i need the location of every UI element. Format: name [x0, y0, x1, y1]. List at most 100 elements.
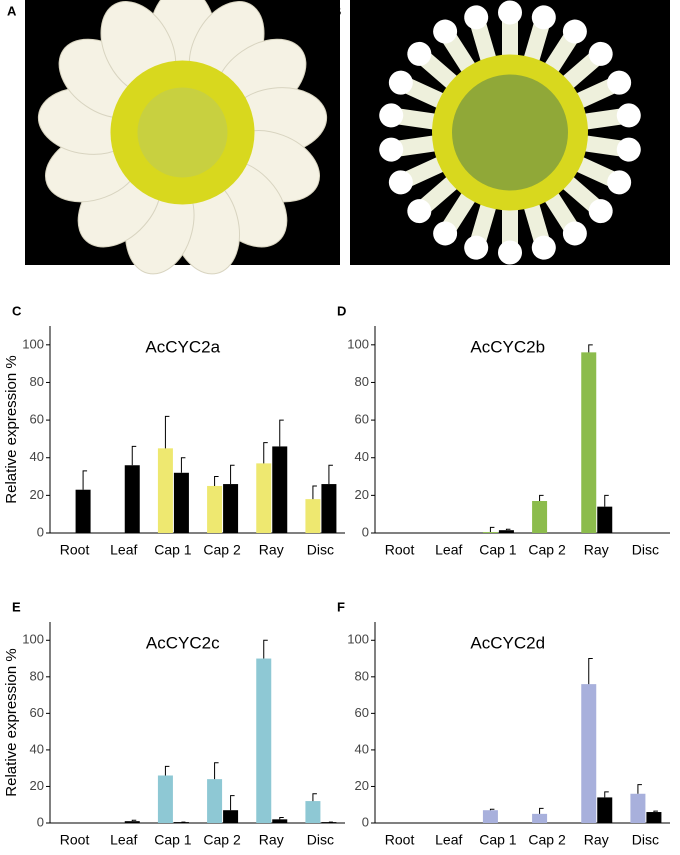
error-bar: [489, 808, 495, 811]
y-tick-label: 20: [30, 487, 44, 502]
bar: [256, 658, 272, 823]
panel-label: A: [7, 3, 17, 18]
x-tick-label: Cap 2: [528, 832, 566, 848]
floret-tip: [607, 170, 632, 195]
bar: [305, 801, 321, 823]
error-bar: [164, 765, 170, 776]
floret-tip: [616, 103, 641, 128]
bar: [207, 779, 223, 823]
error-bar: [82, 470, 88, 490]
bar: [581, 684, 597, 823]
y-tick-label: 80: [355, 374, 369, 389]
panel-label: F: [337, 599, 345, 614]
y-tick-label: 60: [355, 412, 369, 427]
y-tick-label: 0: [37, 814, 44, 829]
floret-tip: [407, 41, 432, 66]
error-bar: [214, 762, 219, 780]
panel-label: D: [337, 303, 346, 318]
y-tick-label: 100: [347, 632, 369, 647]
error-bar: [263, 442, 268, 464]
bar: [630, 793, 646, 823]
y-tick-label: 0: [37, 524, 44, 539]
floret-tip: [588, 41, 613, 66]
error-bar: [539, 807, 544, 814]
x-tick-label: Ray: [259, 832, 284, 848]
y-tick-label: 40: [30, 449, 44, 464]
bar: [75, 489, 91, 533]
bar: [272, 819, 288, 823]
error-bar: [328, 464, 333, 485]
x-tick-label: Cap 2: [203, 832, 241, 848]
bar: [646, 812, 662, 823]
bar: [223, 810, 239, 823]
panel-label: B: [332, 3, 341, 18]
error-bar: [312, 793, 317, 802]
x-tick-label: Root: [60, 542, 90, 558]
error-bar: [604, 791, 609, 798]
bar: [124, 821, 140, 823]
bar: [272, 446, 288, 533]
bar: [482, 810, 498, 823]
chart-title: AcCYC2d: [470, 633, 545, 652]
error-bar: [230, 464, 235, 485]
bar: [207, 485, 223, 533]
disc-center: [452, 74, 568, 191]
x-tick-label: Cap 1: [154, 832, 192, 848]
x-tick-label: Root: [385, 832, 415, 848]
floret-tip: [531, 235, 556, 260]
error-bar: [230, 795, 235, 811]
y-tick-label: 80: [30, 374, 44, 389]
floret-tip: [407, 199, 432, 224]
error-bar: [604, 494, 609, 507]
y-tick-label: 20: [30, 778, 44, 793]
x-tick-label: Leaf: [435, 542, 462, 558]
chart-title: AcCYC2b: [470, 337, 545, 356]
x-tick-label: Disc: [307, 542, 334, 558]
bar: [305, 499, 321, 533]
bar: [532, 501, 548, 533]
error-bar: [312, 485, 317, 500]
floret-tip: [433, 19, 458, 44]
y-tick-label: 40: [355, 741, 369, 756]
y-tick-label: 60: [30, 412, 44, 427]
y-tick-label: 80: [30, 668, 44, 683]
bar: [256, 463, 272, 533]
bar: [173, 472, 189, 533]
floret-tip: [464, 5, 489, 30]
bar: [532, 813, 548, 823]
x-tick-label: Disc: [307, 832, 334, 848]
x-tick-label: Ray: [584, 542, 609, 558]
x-tick-label: Cap 1: [479, 542, 517, 558]
bar: [597, 797, 613, 823]
x-tick-label: Ray: [584, 832, 609, 848]
bar: [498, 530, 514, 533]
floret-tip: [388, 70, 413, 95]
error-bar: [505, 528, 511, 531]
bar: [124, 465, 140, 533]
error-bar: [131, 445, 137, 466]
floret-tip: [562, 19, 587, 44]
x-tick-label: Ray: [259, 542, 284, 558]
error-bar: [279, 419, 284, 447]
x-tick-label: Leaf: [435, 832, 462, 848]
x-tick-label: Root: [385, 542, 415, 558]
bar: [482, 532, 498, 533]
x-tick-label: Leaf: [110, 542, 137, 558]
floret-tip: [588, 199, 613, 224]
error-bar: [131, 819, 137, 822]
y-tick-label: 0: [362, 814, 369, 829]
bar: [597, 506, 613, 533]
error-bar: [588, 658, 593, 685]
floret-tip: [498, 0, 522, 25]
y-tick-label: 60: [355, 705, 369, 720]
x-tick-label: Cap 2: [203, 542, 241, 558]
panel-label: E: [12, 599, 21, 614]
error-bar: [214, 476, 219, 486]
x-tick-label: Root: [60, 832, 90, 848]
error-bar: [180, 457, 186, 473]
floret-tip: [531, 5, 556, 30]
y-tick-label: 100: [22, 336, 44, 351]
floret-tip: [616, 137, 641, 162]
y-tick-label: 40: [355, 449, 369, 464]
